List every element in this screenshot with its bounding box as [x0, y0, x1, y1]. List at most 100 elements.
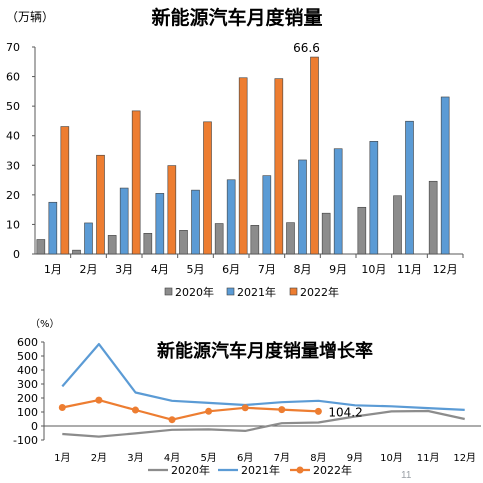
bar-y-tick-label: 40	[6, 130, 20, 143]
bar-legend-swatch-2022年	[289, 287, 298, 296]
line-point-2022年-3月	[131, 406, 139, 414]
bar-2020年-9月	[321, 212, 331, 255]
line-x-tick-label: 8月	[310, 452, 326, 464]
line-y-tick-label: 200	[17, 392, 38, 405]
line-x-tick-label: 5月	[200, 452, 216, 464]
bar-y-tick-label: 70	[6, 41, 20, 54]
bar-data-label: 66.6	[293, 41, 320, 55]
bar-x-tick-label: 5月	[187, 263, 205, 276]
bar-legend-label: 2022年	[300, 285, 339, 299]
line-point-2022年-8月	[314, 407, 322, 415]
line-x-tick-label: 4月	[164, 452, 180, 464]
line-x-tick-label: 1月	[54, 452, 70, 464]
line-x-tick-label: 7月	[274, 452, 290, 464]
bar-chart-title: 新能源汽车月度销量	[151, 6, 322, 29]
line-y-tick-label: 100	[17, 406, 38, 419]
bar-2020年-3月	[107, 235, 117, 255]
bar-chart: 新能源汽车月度销量 （万辆） 0 10 20 30 40 50 60 70 1月 2月 3月 4月 5月…	[6, 6, 464, 299]
line-y-tick-label: 0	[31, 420, 38, 433]
bar-y-tick-label: 10	[6, 218, 20, 231]
line-point-2022年-1月	[58, 404, 66, 412]
bar-legend-swatch-2021年	[226, 287, 235, 296]
line-legend-label: 2022年	[313, 463, 352, 477]
bar-x-tick-label: 7月	[258, 263, 276, 276]
bar-2020年-5月	[179, 230, 188, 255]
line-series-2020年	[62, 409, 465, 438]
bar-2020年-7月	[250, 225, 260, 255]
bar-2021年-3月	[119, 187, 129, 255]
bar-y-tick-label: 20	[6, 189, 20, 202]
bar-2020年-11月	[393, 195, 402, 255]
line-point-2022年-7月	[278, 406, 286, 414]
bar-2021年-4月	[155, 193, 165, 255]
bar-2022年-3月	[131, 110, 141, 255]
line-x-tick-label: 11月	[417, 452, 440, 464]
bar-2020年-2月	[72, 249, 81, 255]
line-chart-ylabel: （%）	[30, 318, 60, 330]
line-x-tick-label: 10月	[380, 452, 403, 464]
bar-chart-ylabel: （万辆）	[6, 10, 54, 24]
bar-plot-area: 0 10 20 30 40 50 60 70 1月 2月 3月 4月 5月 6月 7月 8月 9月 10月 11月 1…	[6, 41, 464, 299]
line-chart-title: 新能源汽车月度销量增长率	[157, 340, 373, 362]
bar-2021年-9月	[333, 148, 343, 255]
bar-x-tick-label: 4月	[151, 263, 169, 276]
line-y-tick-label: 500	[17, 350, 38, 363]
line-chart: 新能源汽车月度销量增长率 （%） -1000100200300400500600…	[13, 318, 481, 477]
line-x-tick-label: 3月	[127, 452, 143, 464]
line-legend-marker-2022年	[296, 466, 304, 474]
bar-x-tick-label: 11月	[397, 263, 422, 276]
line-point-2022年-4月	[168, 416, 176, 424]
bar-x-tick-label: 3月	[115, 263, 133, 276]
bar-2021年-6月	[226, 179, 236, 255]
bar-2021年-12月	[440, 96, 450, 255]
line-y-tick-label: 400	[17, 364, 38, 377]
bar-x-tick-label: 8月	[294, 263, 312, 276]
line-series-2022年	[62, 399, 319, 421]
bar-y-tick-label: 30	[6, 159, 20, 172]
bar-2022年-7月	[274, 78, 284, 255]
bar-y-tick-label: 50	[6, 100, 20, 113]
bar-2020年-10月	[357, 206, 367, 255]
bar-x-tick-label: 9月	[329, 263, 347, 276]
line-y-tick-label: 600	[17, 336, 38, 349]
bar-2020年-6月	[214, 223, 224, 255]
line-series-2021年	[61, 343, 465, 411]
bar-2021年-2月	[84, 222, 93, 255]
bar-y-tick-label: 60	[6, 71, 20, 84]
page-number: 11	[401, 470, 412, 481]
bar-2020年-8月	[286, 222, 295, 255]
line-x-tick-label: 6月	[237, 452, 253, 464]
bar-2021年-11月	[405, 120, 414, 255]
bar-2022年-5月	[203, 121, 212, 255]
bar-2020年-1月	[36, 239, 46, 255]
line-y-tick-label: 300	[17, 378, 38, 391]
bar-legend-label: 2020年	[175, 285, 214, 299]
line-x-tick-label: 12月	[453, 452, 476, 464]
line-legend-label: 2020年	[171, 463, 210, 477]
bar-2021年-7月	[262, 175, 272, 255]
bar-2022年-2月	[96, 154, 105, 255]
bar-2020年-12月	[428, 180, 438, 255]
bar-2021年-10月	[369, 141, 379, 255]
line-x-tick-label: 9月	[347, 452, 363, 464]
bar-2021年-5月	[191, 189, 200, 255]
line-point-2022年-6月	[241, 404, 249, 412]
bar-2022年-8月	[310, 56, 319, 255]
bar-legend-label: 2021年	[237, 285, 276, 299]
line-x-tick-label: 2月	[91, 452, 107, 464]
bar-2021年-8月	[298, 159, 307, 255]
bar-x-tick-label: 2月	[80, 263, 98, 276]
line-legend-label: 2021年	[241, 463, 280, 477]
bar-x-tick-label: 12月	[433, 263, 458, 276]
bar-y-tick-label: 0	[13, 248, 20, 261]
bar-legend-swatch-2020年	[164, 287, 173, 296]
bar-2022年-6月	[238, 77, 248, 255]
line-y-tick-label: -100	[13, 434, 38, 447]
bar-2020年-4月	[143, 233, 153, 255]
line-data-label: 104.2	[328, 405, 362, 419]
line-point-2022年-5月	[205, 407, 213, 415]
bar-x-tick-label: 1月	[44, 263, 62, 276]
bar-2022年-4月	[167, 165, 177, 255]
